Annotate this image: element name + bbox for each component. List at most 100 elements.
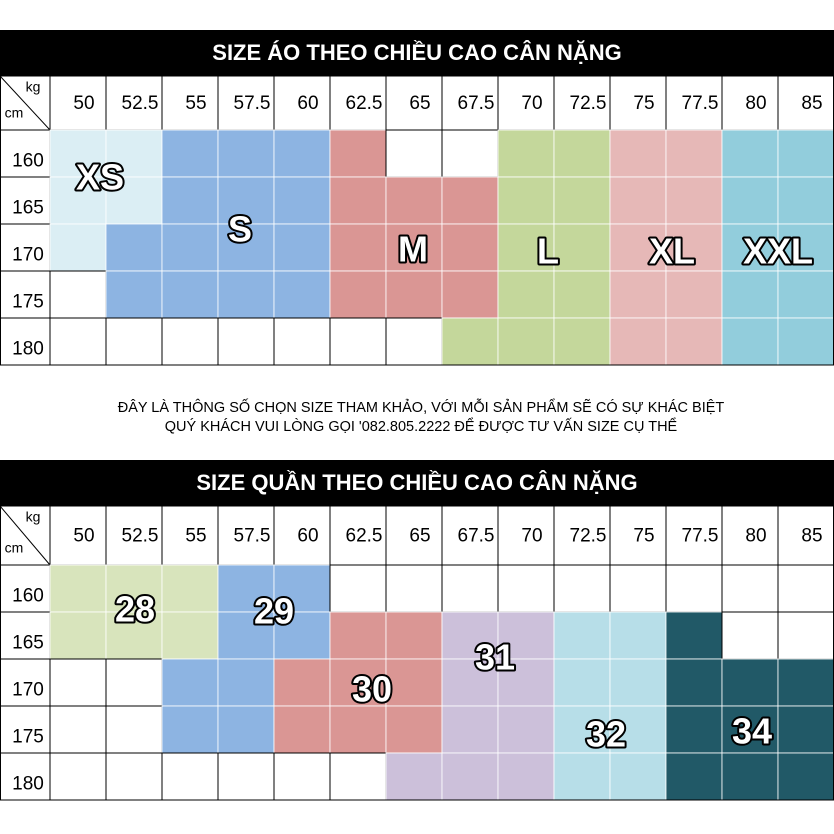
size-cell [441, 564, 499, 613]
header-cell [721, 75, 779, 131]
height-label: 170 [12, 680, 44, 701]
size-cell [609, 658, 667, 707]
size-cell [217, 223, 275, 272]
size-cell [777, 705, 834, 754]
size-label: 28 [115, 589, 155, 630]
size-cell [721, 129, 779, 178]
size-cell [665, 705, 723, 754]
weight-label: 70 [521, 93, 542, 114]
size-cell [161, 223, 219, 272]
height-cell [0, 564, 51, 613]
size-cell [217, 317, 275, 366]
size-cell [49, 658, 107, 707]
size-cell [49, 705, 107, 754]
size-cell [105, 705, 163, 754]
size-cell [161, 752, 219, 801]
size-cell [665, 752, 723, 801]
weight-label: 72.5 [570, 93, 607, 114]
size-cell [665, 564, 723, 613]
size-cell [273, 176, 331, 225]
size-label: L [537, 231, 559, 272]
height-label: 165 [12, 633, 44, 654]
height-label: 180 [12, 339, 44, 360]
weight-label: 80 [745, 93, 766, 114]
size-cell [609, 705, 667, 754]
size-cell [217, 176, 275, 225]
table-title: SIZE QUẦN THEO CHIỀU CAO CÂN NẶNG [196, 470, 637, 495]
size-cell [385, 270, 443, 319]
size-cell [721, 223, 779, 272]
size-cell [665, 176, 723, 225]
size-cell [105, 752, 163, 801]
size-cell [49, 317, 107, 366]
size-cell [777, 564, 834, 613]
corner-diagonal [0, 75, 51, 131]
size-cell [329, 752, 387, 801]
weight-label: 67.5 [458, 93, 495, 114]
size-cell [721, 658, 779, 707]
size-cell [609, 270, 667, 319]
size-cell [665, 317, 723, 366]
size-cell [273, 317, 331, 366]
title-bar [0, 460, 834, 506]
weight-label: 85 [801, 526, 822, 547]
header-cell [217, 75, 275, 131]
header-cell [105, 75, 163, 131]
size-cell [49, 223, 107, 272]
size-cell [273, 564, 331, 613]
size-cell [609, 223, 667, 272]
size-cell [441, 705, 499, 754]
size-cell [385, 752, 443, 801]
header-cell [273, 505, 331, 566]
size-cell [441, 611, 499, 660]
size-cell [105, 176, 163, 225]
weight-label: 75 [633, 93, 654, 114]
weight-label: 50 [73, 93, 94, 114]
size-cell [385, 564, 443, 613]
weight-label: 72.5 [570, 526, 607, 547]
size-cell [609, 176, 667, 225]
size-cell [777, 129, 834, 178]
height-cell [0, 611, 51, 660]
size-cell [721, 705, 779, 754]
weight-label: 75 [633, 526, 654, 547]
size-cell [553, 564, 611, 613]
height-label: 160 [12, 586, 44, 607]
weight-label: 77.5 [682, 526, 719, 547]
height-cell [0, 658, 51, 707]
weight-label: 67.5 [458, 526, 495, 547]
table-title: SIZE ÁO THEO CHIỀU CAO CÂN NẶNG [212, 40, 621, 65]
title-bar [0, 30, 834, 76]
size-cell [273, 129, 331, 178]
header-cell [49, 75, 107, 131]
size-cell [553, 611, 611, 660]
size-cell [497, 223, 555, 272]
size-cell [497, 317, 555, 366]
height-cell [0, 270, 51, 319]
size-label: M [398, 229, 428, 270]
size-cell [553, 176, 611, 225]
size-cell [441, 129, 499, 178]
size-cell [721, 752, 779, 801]
size-cell [721, 611, 779, 660]
size-cell [777, 317, 834, 366]
weight-unit: kg [26, 79, 41, 95]
size-cell [441, 270, 499, 319]
size-cell [49, 611, 107, 660]
height-label: 170 [12, 245, 44, 266]
size-cell [609, 129, 667, 178]
size-cell [441, 317, 499, 366]
size-cell [329, 223, 387, 272]
size-cell [665, 658, 723, 707]
size-cell [385, 223, 443, 272]
weight-label: 62.5 [346, 93, 383, 114]
size-cell [609, 611, 667, 660]
size-cell [161, 270, 219, 319]
size-cell [497, 752, 555, 801]
height-label: 175 [12, 292, 44, 313]
size-cell [385, 658, 443, 707]
size-cell [49, 752, 107, 801]
size-cell [385, 176, 443, 225]
weight-label: 85 [801, 93, 822, 114]
size-cell [105, 564, 163, 613]
